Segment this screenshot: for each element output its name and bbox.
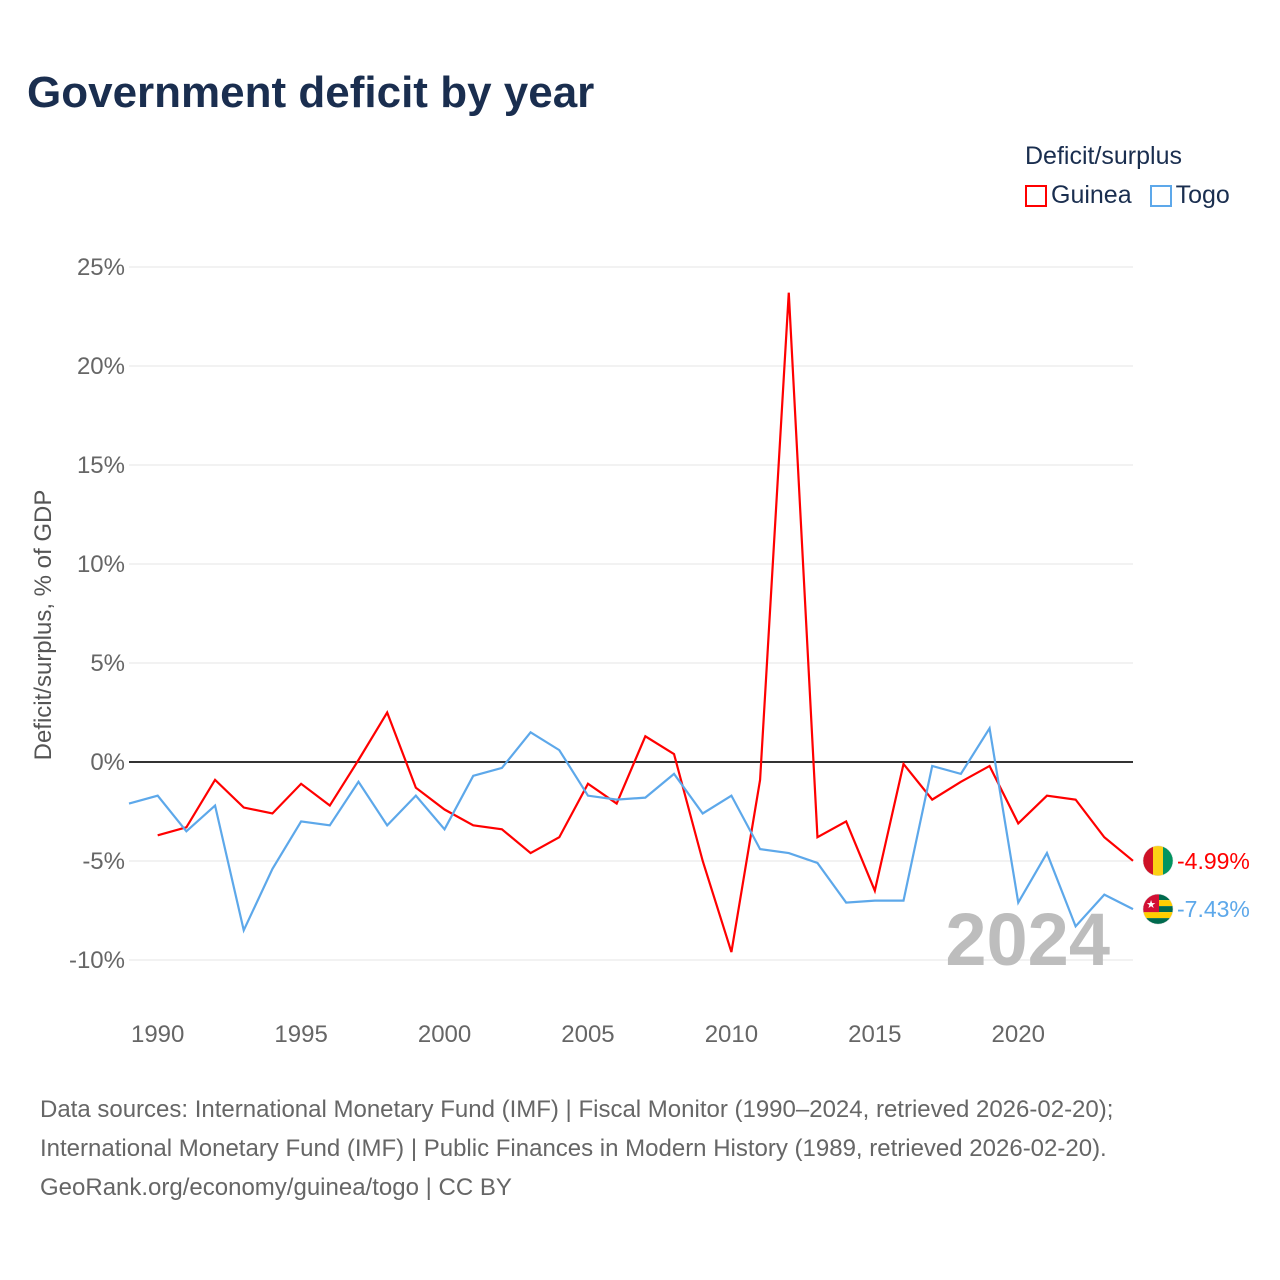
legend-label-guinea: Guinea xyxy=(1051,181,1132,209)
legend-label-togo: Togo xyxy=(1175,181,1230,209)
x-tick-label: 2015 xyxy=(848,1021,901,1048)
flag-star: ★ xyxy=(1146,899,1156,911)
y-tick-label: 0% xyxy=(90,749,125,776)
legend: Deficit/surplus Guinea Togo xyxy=(1025,142,1230,210)
flag-icon-guinea xyxy=(1142,845,1174,877)
y-tick-label: 20% xyxy=(77,353,125,380)
end-value-label-togo: -7.43% xyxy=(1177,896,1250,922)
line-chart: Deficit/surplus, % of GDP 25% 20% 15% 10% 5%… xyxy=(30,254,1250,1048)
flag-body xyxy=(1143,845,1173,876)
footer-source-1: Data sources: International Monetary Fun… xyxy=(40,1096,1114,1123)
x-tick-label: 1995 xyxy=(274,1021,327,1048)
flag-stripe xyxy=(1143,845,1153,876)
x-tick-label: 2005 xyxy=(561,1021,614,1048)
footer-source-2: International Monetary Fund (IMF) | Publ… xyxy=(40,1135,1107,1162)
flag-stripe xyxy=(1143,918,1173,925)
flag-icon-togo: ★ xyxy=(1142,893,1174,925)
legend-title: Deficit/surplus xyxy=(1025,142,1182,170)
flag-stripe xyxy=(1153,845,1163,876)
flag-border xyxy=(1142,893,1174,925)
flag-stripe xyxy=(1143,912,1173,919)
flag-border xyxy=(1142,845,1174,877)
x-tick-label: 2010 xyxy=(705,1021,758,1048)
year-watermark: 2024 xyxy=(945,898,1110,981)
x-tick-label: 1990 xyxy=(131,1021,184,1048)
y-tick-label: 25% xyxy=(77,254,125,281)
x-tick-label: 2000 xyxy=(418,1021,471,1048)
y-tick-label: 5% xyxy=(90,650,125,677)
y-axis-label: Deficit/surplus, % of GDP xyxy=(30,490,57,761)
legend-item-guinea[interactable]: Guinea xyxy=(1025,181,1132,210)
y-tick-label: 15% xyxy=(77,452,125,479)
legend-item-togo[interactable]: Togo xyxy=(1149,181,1230,210)
y-tick-label: -10% xyxy=(69,947,125,974)
flag-stripe xyxy=(1163,845,1173,876)
legend-swatch-guinea xyxy=(1025,184,1047,207)
chart-title: Government deficit by year xyxy=(27,68,595,117)
y-tick-label: -5% xyxy=(82,848,125,875)
end-value-label-guinea: -4.99% xyxy=(1177,848,1250,874)
footer-attribution[interactable]: GeoRank.org/economy/guinea/togo | CC BY xyxy=(40,1174,512,1201)
y-tick-label: 10% xyxy=(77,551,125,578)
footer: Data sources: International Monetary Fun… xyxy=(40,1090,1113,1207)
series-line-guinea xyxy=(157,292,1134,953)
legend-swatch-togo xyxy=(1149,184,1172,207)
x-tick-label: 2020 xyxy=(992,1021,1045,1048)
series-line-togo xyxy=(128,725,1134,934)
